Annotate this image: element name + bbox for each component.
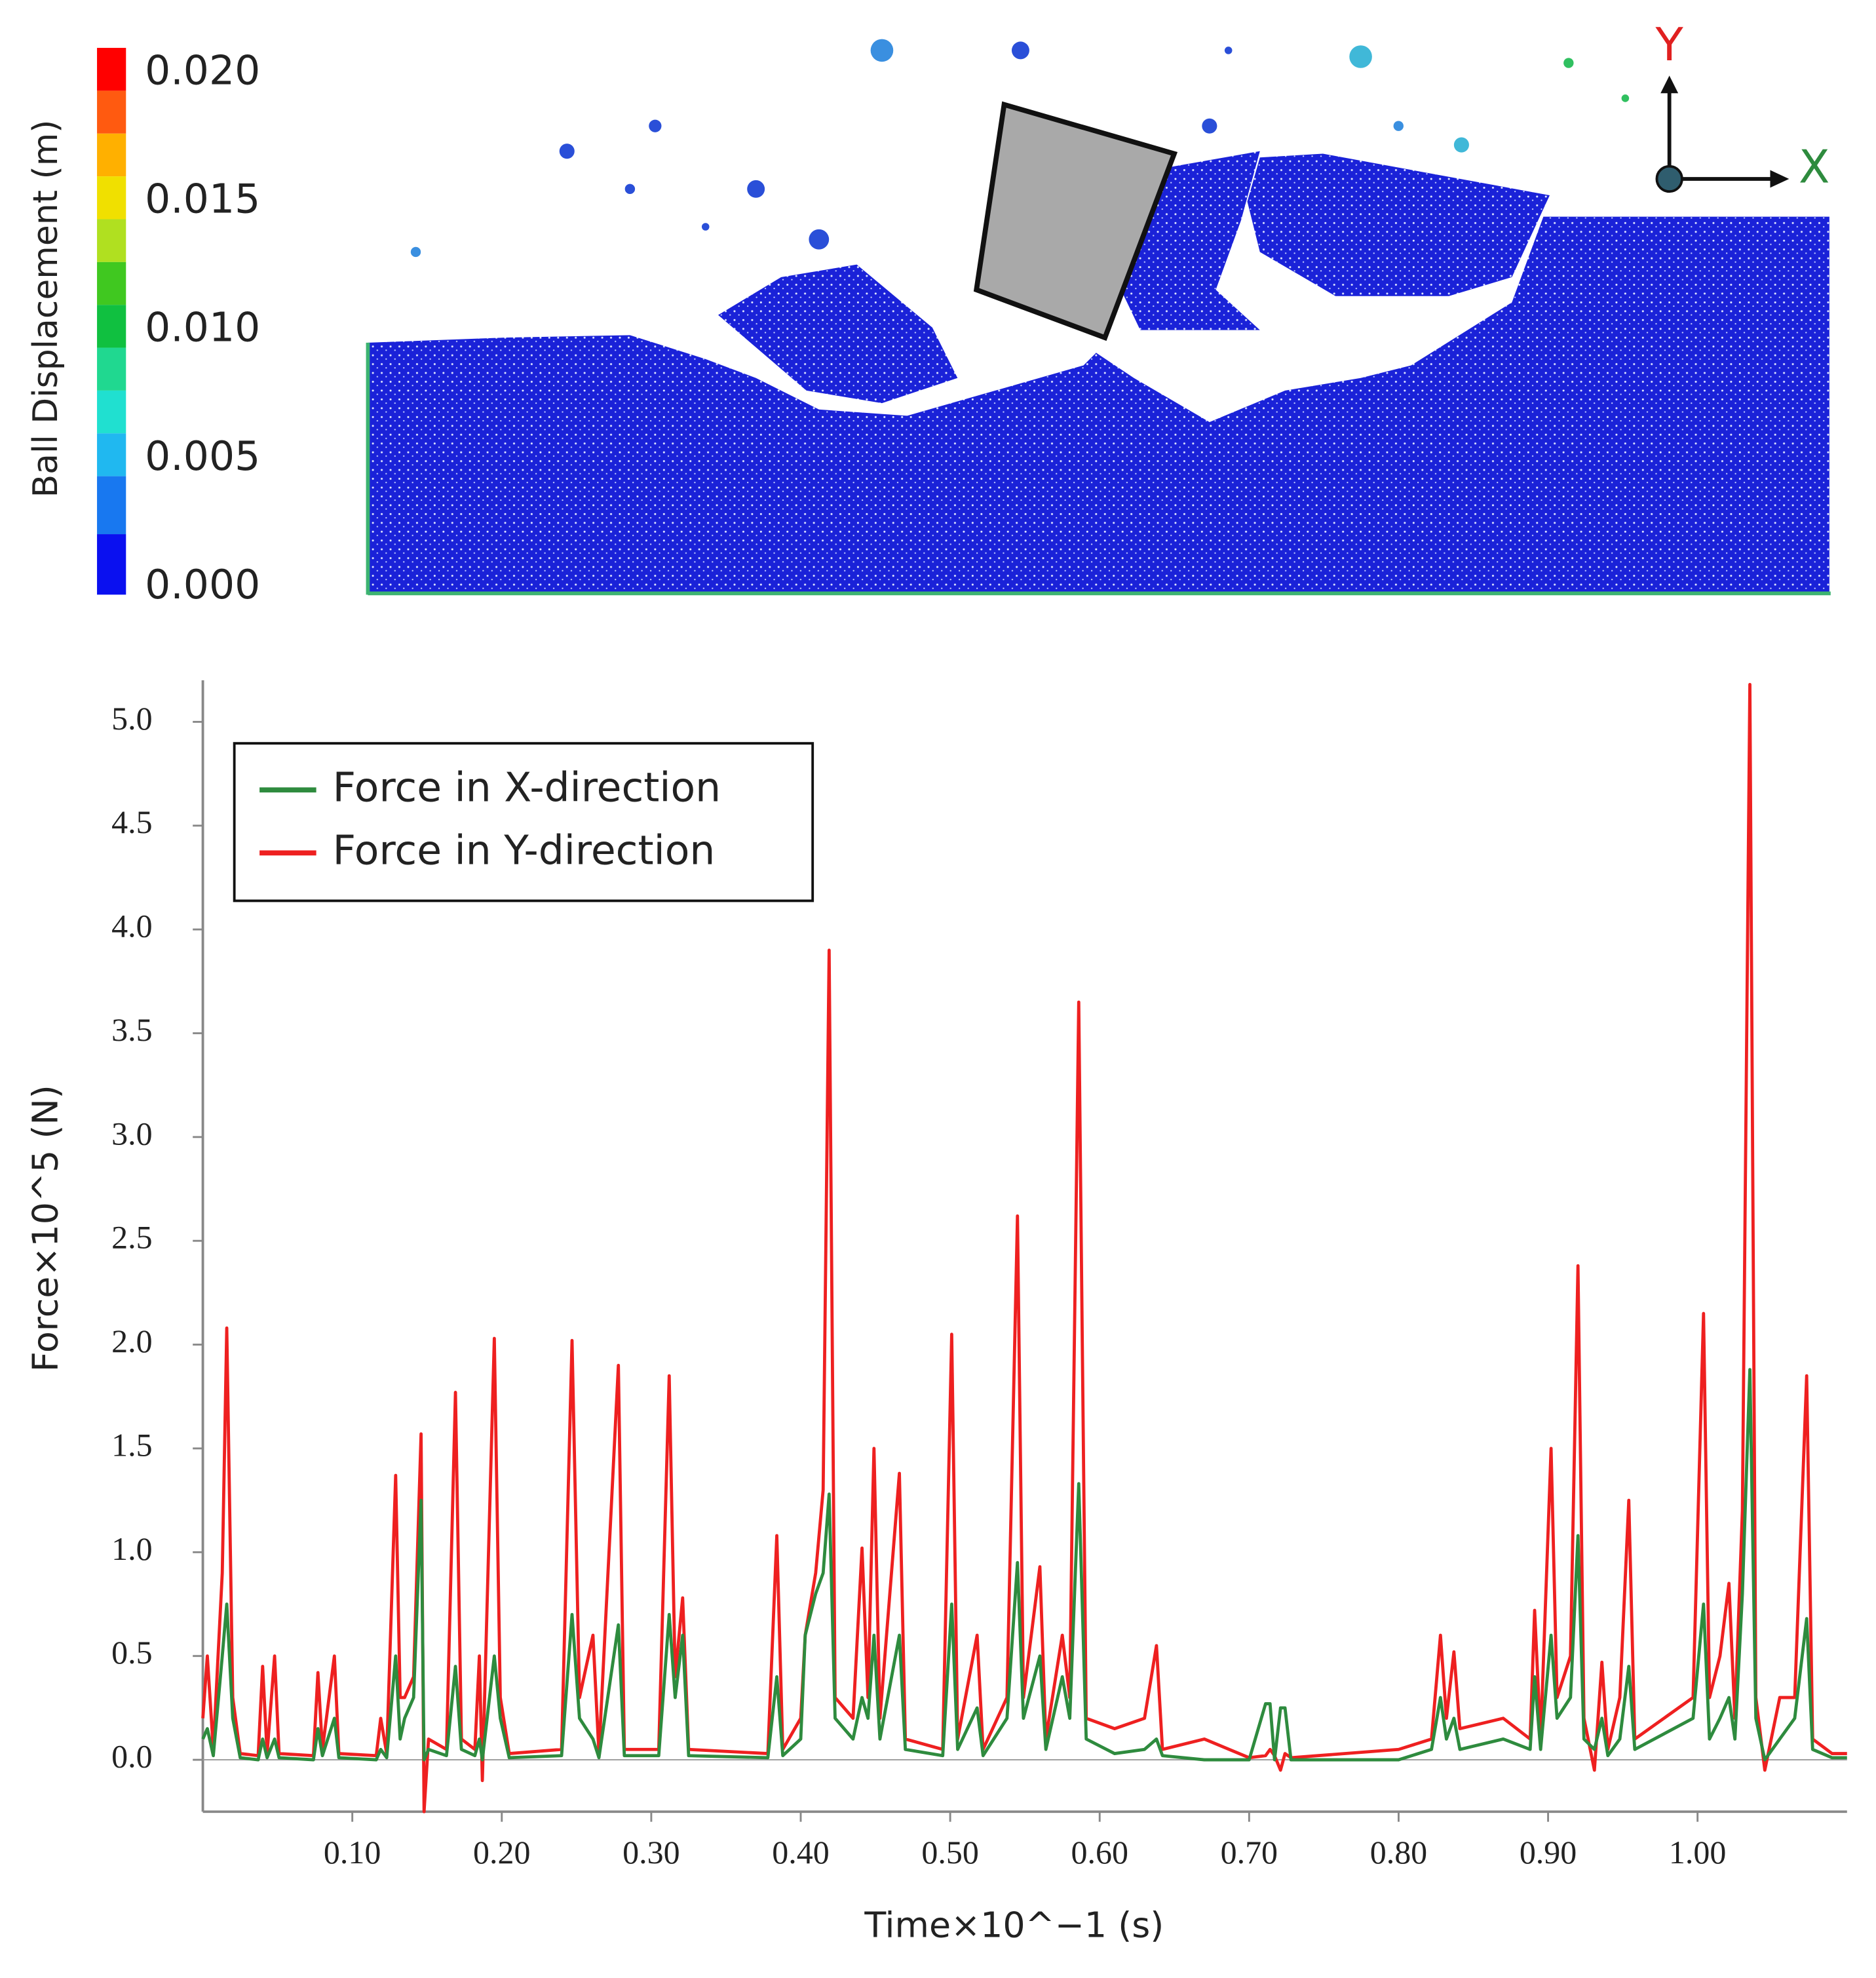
colorbar-tick-label: 0.010 xyxy=(145,304,260,351)
x-tick-label: 0.80 xyxy=(1370,1834,1427,1871)
colorbar-tick-label: 0.020 xyxy=(145,47,260,94)
axes-icon xyxy=(1655,75,1790,193)
x-tick-label: 0.30 xyxy=(622,1834,680,1871)
x-tick-label: 0.70 xyxy=(1221,1834,1278,1871)
y-tick-label: 2.0 xyxy=(111,1323,152,1359)
x-tick-label: 0.10 xyxy=(324,1834,381,1871)
x-tick-label: 1.00 xyxy=(1669,1834,1726,1871)
particles xyxy=(410,39,1630,258)
y-tick-label: 0.0 xyxy=(111,1738,152,1775)
colorbar-tick-label: 0.005 xyxy=(145,433,260,480)
series-line xyxy=(201,1368,1847,1762)
x-tick-label: 0.40 xyxy=(772,1834,829,1871)
simulation: Y X Ball Displacement (m) xyxy=(26,19,1831,596)
y-tick-label: 2.5 xyxy=(111,1219,152,1256)
legend-label: Force in X-direction xyxy=(333,764,721,811)
x-axis-label: Time×10^−1 (s) xyxy=(864,1905,1164,1946)
soil-chunk xyxy=(1247,153,1550,296)
plot: 0.0 0.5 1.0 1.5 2.0 2.5 3.0 3.5 4.0 4.5 5.0 0.10 0.2… xyxy=(111,680,1847,1871)
y-tick-label: 0.5 xyxy=(111,1634,152,1671)
colorbar-tick-label: 0.015 xyxy=(145,176,260,223)
axis-y-label: Y xyxy=(1655,19,1684,71)
x-tick-label: 0.20 xyxy=(473,1834,530,1871)
legend-label: Force in Y-direction xyxy=(333,826,716,874)
x-tick-label: 0.90 xyxy=(1520,1834,1577,1871)
colorbar xyxy=(97,48,126,595)
colorbar-tick-label: 0.000 xyxy=(145,561,260,608)
y-tick-label: 4.5 xyxy=(111,804,152,840)
block xyxy=(973,101,1178,341)
y-tick-label: 4.0 xyxy=(111,908,152,944)
legend-box xyxy=(233,742,814,902)
x-tick-label: 0.60 xyxy=(1071,1834,1128,1871)
axis-x-label: X xyxy=(1799,142,1829,194)
x-tick-label: 0.50 xyxy=(921,1834,978,1871)
soil-chunk xyxy=(718,264,958,404)
colorbar-label: Ball Displacement (m) xyxy=(26,120,66,498)
y-axis-label: Force×10^5 (N) xyxy=(25,1085,66,1372)
y-tick-label: 1.5 xyxy=(111,1426,152,1463)
y-tick-label: 3.0 xyxy=(111,1115,152,1152)
y-tick-label: 1.0 xyxy=(111,1530,152,1567)
y-tick-label: 5.0 xyxy=(111,700,152,737)
y-tick-label: 3.5 xyxy=(111,1011,152,1048)
soil-bed xyxy=(368,216,1829,592)
